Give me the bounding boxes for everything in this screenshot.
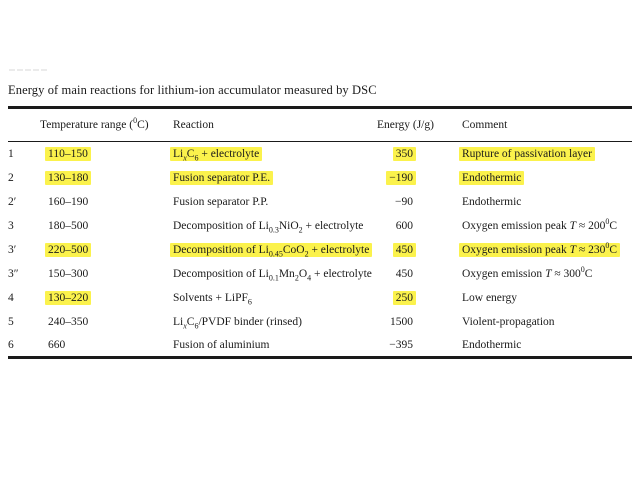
temperature-cell: 130–180 bbox=[40, 166, 173, 190]
energy-cell: −395 bbox=[377, 334, 462, 358]
reaction-cell: Fusion of aluminium bbox=[173, 334, 377, 358]
comment-cell: Endothermic bbox=[459, 166, 632, 190]
row-label: 5 bbox=[8, 315, 14, 328]
row-label: 3 bbox=[8, 219, 14, 232]
row-label: 3′ bbox=[8, 243, 17, 256]
table-row: 2′ 160–190 Fusion separator P.P. −90 End… bbox=[8, 190, 632, 214]
comment-value: Oxygen emission T ≈ 3000C bbox=[462, 264, 593, 280]
temperature-cell: 160–190 bbox=[40, 190, 173, 214]
reaction-cell: LixC6 + electrolyte bbox=[170, 142, 377, 166]
energy-value: 350 bbox=[392, 146, 416, 161]
table-row: 4 130–220 Solvents + LiPF6 250 Low energ… bbox=[8, 286, 632, 310]
header-energy: Energy (J/g) bbox=[377, 107, 462, 142]
energy-value: 1500 bbox=[390, 315, 413, 328]
reaction-cell: Decomposition of Li0.3NiO2 + electrolyte bbox=[173, 214, 377, 238]
reaction-value: Decomposition of Li0.3NiO2 + electrolyte bbox=[173, 219, 364, 234]
header-temperature-range: Temperature range (0C) bbox=[40, 107, 173, 142]
comment-cell: Oxygen emission T ≈ 3000C bbox=[462, 262, 632, 286]
temperature-cell: 180–500 bbox=[40, 214, 173, 238]
temperature-value: 180–500 bbox=[48, 219, 89, 232]
temperature-value: 220–500 bbox=[45, 242, 92, 257]
comment-cell: Endothermic bbox=[462, 190, 632, 214]
row-label: 2′ bbox=[8, 195, 17, 208]
header-reaction: Reaction bbox=[173, 107, 377, 142]
energy-value: −190 bbox=[386, 170, 416, 185]
energy-cell: 1500 bbox=[377, 310, 462, 334]
header-row: Temperature range (0C) Reaction Energy (… bbox=[8, 107, 632, 142]
reaction-value: Fusion separator P.E. bbox=[170, 170, 274, 185]
temperature-cell: 220–500 bbox=[40, 238, 173, 262]
row-label: 4 bbox=[8, 291, 14, 304]
temperature-value: 160–190 bbox=[48, 195, 89, 208]
energy-value: −395 bbox=[389, 338, 413, 351]
reaction-cell: Decomposition of Li0.45CoO2 + electrolyt… bbox=[170, 238, 377, 262]
reaction-value: Solvents + LiPF6 bbox=[173, 291, 252, 306]
table-row: 1 110–150 LixC6 + electrolyte 350 Ruptur… bbox=[8, 142, 632, 166]
comment-value: Low energy bbox=[462, 291, 518, 304]
energy-value: 450 bbox=[395, 267, 413, 280]
temperature-cell: 240–350 bbox=[40, 310, 173, 334]
comment-cell: Endothermic bbox=[462, 334, 632, 358]
reaction-cell: LixC6/PVDF binder (rinsed) bbox=[173, 310, 377, 334]
table-caption: Energy of main reactions for lithium-ion… bbox=[8, 83, 377, 97]
energy-value: −90 bbox=[395, 195, 413, 208]
table-row: 6 660 Fusion of aluminium −395 Endotherm… bbox=[8, 334, 632, 358]
table-row: 5 240–350 LixC6/PVDF binder (rinsed) 150… bbox=[8, 310, 632, 334]
temperature-value: 130–220 bbox=[45, 290, 92, 305]
energy-value: 600 bbox=[395, 219, 413, 232]
comment-cell: Low energy bbox=[462, 286, 632, 310]
table-row: 3 180–500 Decomposition of Li0.3NiO2 + e… bbox=[8, 214, 632, 238]
reaction-value: Fusion of aluminium bbox=[173, 338, 270, 351]
energy-cell: 250 bbox=[377, 286, 462, 310]
row-label: 6 bbox=[8, 338, 14, 351]
energy-cell: −90 bbox=[377, 190, 462, 214]
comment-value: Endothermic bbox=[462, 338, 522, 351]
faded-text-remnant bbox=[9, 69, 57, 73]
reaction-cell: Fusion separator P.P. bbox=[173, 190, 377, 214]
reaction-value: LixC6 + electrolyte bbox=[170, 146, 263, 162]
temperature-cell: 110–150 bbox=[40, 142, 173, 166]
temperature-cell: 130–220 bbox=[40, 286, 173, 310]
comment-value: Oxygen emission peak T ≈ 2300C bbox=[459, 241, 621, 257]
comment-value: Rupture of passivation layer bbox=[459, 146, 595, 161]
header-comment: Comment bbox=[462, 107, 632, 142]
row-label: 1 bbox=[8, 147, 14, 160]
table-row: 2 130–180 Fusion separator P.E. −190 End… bbox=[8, 166, 632, 190]
row-label: 2 bbox=[8, 171, 14, 184]
reaction-cell: Fusion separator P.E. bbox=[170, 166, 377, 190]
temperature-value: 130–180 bbox=[45, 170, 92, 185]
comment-value: Oxygen emission peak T ≈ 2000C bbox=[462, 216, 618, 232]
reaction-value: Decomposition of Li0.1Mn2O4 + electrolyt… bbox=[173, 267, 372, 282]
reaction-value: Fusion separator P.P. bbox=[173, 195, 269, 208]
energy-cell: 450 bbox=[377, 238, 462, 262]
energy-value: 450 bbox=[392, 242, 416, 257]
comment-value: Endothermic bbox=[462, 195, 522, 208]
comment-value: Endothermic bbox=[459, 170, 525, 185]
temperature-value: 240–350 bbox=[48, 315, 89, 328]
comment-cell: Rupture of passivation layer bbox=[459, 142, 632, 166]
energy-value: 250 bbox=[392, 290, 416, 305]
table-row: 3″ 150–300 Decomposition of Li0.1Mn2O4 +… bbox=[8, 262, 632, 286]
header-row-label bbox=[8, 107, 40, 142]
temperature-value: 110–150 bbox=[45, 146, 91, 161]
energy-cell: 600 bbox=[377, 214, 462, 238]
temperature-cell: 150–300 bbox=[40, 262, 173, 286]
comment-cell: Violent-propagation bbox=[462, 310, 632, 334]
energy-cell: 450 bbox=[377, 262, 462, 286]
reaction-cell: Solvents + LiPF6 bbox=[173, 286, 377, 310]
table-row: 3′ 220–500 Decomposition of Li0.45CoO2 +… bbox=[8, 238, 632, 262]
temperature-value: 660 bbox=[48, 338, 66, 351]
energy-cell: 350 bbox=[377, 142, 462, 166]
comment-cell: Oxygen emission peak T ≈ 2000C bbox=[462, 214, 632, 238]
reaction-cell: Decomposition of Li0.1Mn2O4 + electrolyt… bbox=[173, 262, 377, 286]
reaction-value: LixC6/PVDF binder (rinsed) bbox=[173, 315, 302, 330]
comment-value: Violent-propagation bbox=[462, 315, 555, 328]
comment-cell: Oxygen emission peak T ≈ 2300C bbox=[459, 238, 632, 262]
reactions-table: Temperature range (0C) Reaction Energy (… bbox=[8, 106, 632, 359]
temperature-cell: 660 bbox=[40, 334, 173, 358]
reaction-value: Decomposition of Li0.45CoO2 + electrolyt… bbox=[170, 242, 373, 257]
row-label: 3″ bbox=[8, 267, 19, 280]
energy-cell: −190 bbox=[377, 166, 462, 190]
temperature-value: 150–300 bbox=[48, 267, 89, 280]
